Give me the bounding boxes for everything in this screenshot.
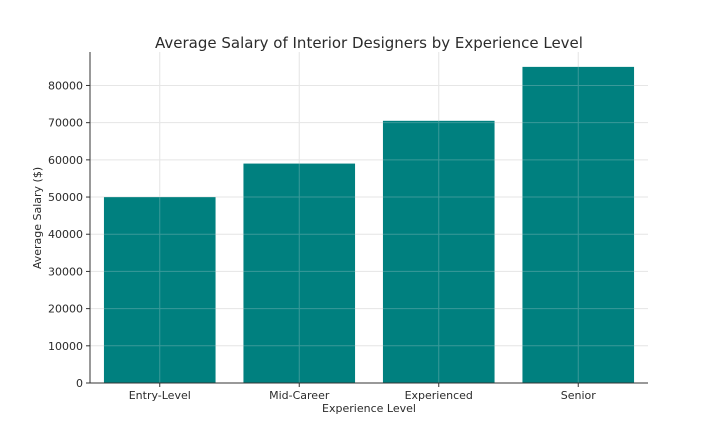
y-tick-label: 50000 — [48, 191, 83, 204]
y-tick-label: 10000 — [48, 340, 83, 353]
x-axis-label: Experience Level — [322, 402, 416, 415]
y-tick-label: 80000 — [48, 79, 83, 92]
y-ticks: 0 10000 20000 30000 40000 50000 60000 70000 8000… — [48, 79, 90, 390]
bars — [103, 66, 635, 383]
bar-senior — [522, 66, 635, 383]
bar-experienced — [382, 120, 495, 383]
y-tick-label: 20000 — [48, 303, 83, 316]
x-tick-label: Senior — [561, 389, 597, 402]
y-tick-label: 70000 — [48, 117, 83, 130]
y-tick-label: 60000 — [48, 154, 83, 167]
y-tick-label: 30000 — [48, 265, 83, 278]
x-tick-label: Entry-Level — [129, 389, 191, 402]
y-tick-label: 40000 — [48, 228, 83, 241]
bar-entry-level — [103, 197, 216, 383]
x-tick-label: Experienced — [405, 389, 473, 402]
y-axis-label: Average Salary ($) — [31, 167, 44, 269]
axes — [89, 52, 648, 384]
x-ticks: Entry-Level Mid-Career Experienced Senior — [129, 383, 597, 402]
chart-title: Average Salary of Interior Designers by … — [155, 34, 583, 52]
y-tick-label: 0 — [76, 377, 83, 390]
x-tick-label: Mid-Career — [269, 389, 330, 402]
bar-mid-career — [243, 163, 356, 383]
